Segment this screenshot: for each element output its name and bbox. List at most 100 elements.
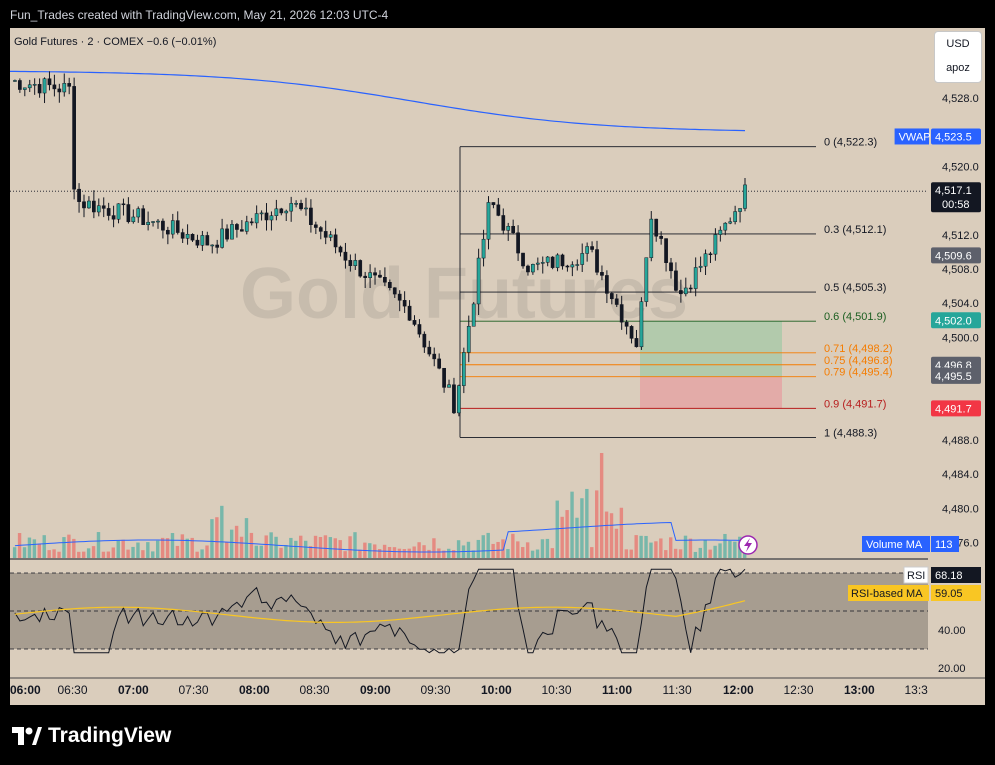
- price-tag: 4,509.6: [931, 247, 981, 264]
- candle-body: [161, 220, 165, 231]
- volume-bar: [190, 537, 194, 558]
- fib-label: 0.6 (4,501.9): [824, 311, 886, 323]
- candle-body: [318, 227, 323, 232]
- tradingview-logo-icon: [12, 727, 42, 745]
- candle-body: [210, 244, 215, 247]
- volume-bar: [728, 540, 732, 558]
- rsi-ma-label: RSI-based MA: [851, 588, 923, 600]
- volume-bar: [131, 546, 135, 558]
- volume-bar: [67, 534, 71, 558]
- rsi-tag: [903, 566, 929, 584]
- volume-bar: [466, 541, 471, 558]
- candle-body: [516, 232, 520, 254]
- candle-body: [540, 262, 545, 264]
- candle-body: [580, 253, 585, 265]
- volume-bar: [392, 547, 397, 558]
- candle-body: [175, 220, 180, 233]
- candle-body: [555, 254, 560, 268]
- volume-bar: [22, 547, 27, 558]
- chart-header: Fun_Trades created with TradingView.com,…: [10, 8, 389, 22]
- volume-bar: [215, 517, 219, 558]
- fib-label: 0 (4,522.3): [824, 137, 877, 149]
- volume-bar: [289, 537, 293, 558]
- volume-bar: [708, 549, 712, 558]
- volume-bar: [525, 542, 530, 558]
- chart-frame[interactable]: Gold Futures 0 (4,522.3) 0.3 (4,512.1) 0.5 …: [10, 28, 985, 705]
- volume-bar: [136, 542, 140, 558]
- volume-bar: [718, 543, 722, 558]
- volume-bar: [688, 538, 693, 558]
- volume-bar: [560, 516, 564, 558]
- price-tag: VWAP 4,523.5: [894, 128, 981, 145]
- volume-ma-tag: [862, 536, 930, 552]
- candle-body: [570, 264, 575, 268]
- candle-body: [264, 212, 269, 221]
- volume-bar: [407, 548, 411, 558]
- candle-body: [600, 272, 604, 276]
- rsi-ma-value: 59.05: [935, 588, 963, 600]
- candle-body: [200, 235, 205, 246]
- candle-body: [190, 234, 195, 241]
- time-tick: 12:30: [784, 683, 814, 697]
- candle-body: [659, 235, 663, 239]
- currency-unit-selector[interactable]: USD apoz: [934, 31, 982, 83]
- volume-bar: [42, 535, 46, 558]
- candle-body: [37, 84, 42, 94]
- candle-body: [743, 184, 747, 209]
- candle-body: [688, 287, 693, 290]
- candle-body: [309, 207, 313, 225]
- volume-bar: [644, 535, 648, 558]
- volume-bar: [244, 518, 249, 558]
- candle-body: [609, 293, 614, 300]
- volume-bar: [451, 550, 456, 558]
- volume-bar: [12, 547, 17, 558]
- time-tick: 09:30: [421, 683, 451, 697]
- candle-body: [205, 235, 210, 246]
- volume-bar: [185, 538, 189, 558]
- price-tag: 4,502.0: [931, 312, 981, 329]
- rsi-tick: 40.00: [938, 625, 966, 637]
- candle-body: [422, 333, 427, 348]
- volume-bar: [619, 507, 624, 558]
- candle-body: [565, 265, 570, 268]
- volume-bar: [279, 547, 283, 558]
- candle-body: [166, 229, 170, 235]
- rsi-ma-tag: [848, 585, 929, 601]
- volume-bar: [323, 535, 328, 558]
- volume-bar: [205, 545, 209, 558]
- volume-bar: [318, 536, 323, 558]
- fib-label: 0.71 (4,498.2): [824, 343, 893, 355]
- price-tick: 4,520.0: [942, 161, 979, 173]
- candle-body: [585, 246, 589, 254]
- volume-bar: [101, 551, 106, 558]
- candle-body: [82, 201, 86, 209]
- volume-bar: [155, 540, 160, 558]
- volume-bar: [604, 511, 609, 558]
- volume-bar: [229, 529, 234, 558]
- price-tick: 4,500.0: [942, 332, 979, 344]
- volume-bar: [545, 538, 550, 558]
- volume-bar: [62, 537, 66, 558]
- volume-bar: [397, 548, 402, 558]
- volume-bar: [654, 541, 658, 558]
- candle-body: [560, 254, 565, 267]
- rsi-tick: 20.00: [938, 663, 966, 675]
- volume-bar: [210, 519, 214, 558]
- candle-body: [52, 84, 57, 90]
- volume-bar: [91, 546, 96, 558]
- candle-body: [703, 253, 708, 267]
- candle-body: [284, 210, 289, 214]
- volume-bar: [530, 550, 535, 558]
- candle-body: [353, 260, 358, 266]
- candle-body: [22, 87, 27, 90]
- fib-label: 0.79 (4,495.4): [824, 367, 893, 379]
- volume-bar: [81, 551, 86, 558]
- volume-bar: [501, 539, 505, 558]
- price-tag: 4,491.7: [931, 400, 981, 417]
- volume-bar: [456, 540, 461, 558]
- tag-label: VWAP: [899, 131, 931, 143]
- tradingview-logo[interactable]: TradingView: [12, 724, 171, 748]
- time-tick: 07:00: [118, 683, 149, 697]
- candle-body: [294, 203, 298, 205]
